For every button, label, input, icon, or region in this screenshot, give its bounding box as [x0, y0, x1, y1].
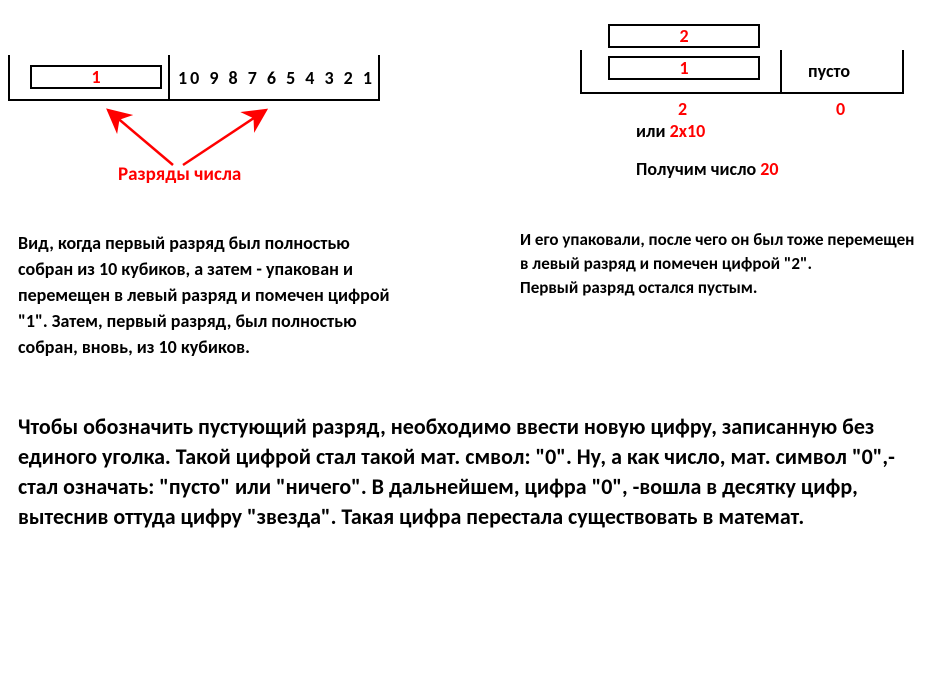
right-paragraph: И его упаковали, после чего он был тоже … [520, 228, 920, 300]
below-left-value: 2 [678, 98, 687, 120]
below-left2: или 2х10 [636, 120, 705, 142]
result-value: 20 [760, 158, 778, 180]
below-right-value: 0 [836, 98, 845, 120]
result-prefix: Получим число [636, 158, 760, 180]
left-paragraph: Вид, когда первый разряд был полностью с… [18, 230, 398, 360]
right-box-top: 2 [608, 24, 760, 48]
vbar [902, 50, 904, 94]
below-left2-prefix: или [636, 120, 670, 142]
right-empty-label: пусто [808, 60, 850, 82]
right-diagram: 2 1 пусто 2 или 2х10 0 Получим число 20 [580, 24, 920, 174]
vbar [580, 50, 582, 94]
hbar [580, 92, 904, 94]
left-caption: Разряды числа [118, 163, 241, 186]
right-box-top-label: 2 [679, 25, 688, 47]
vbar [780, 50, 782, 94]
below-left2-value: 2х10 [670, 120, 706, 142]
right-box-bottom-label: 1 [679, 57, 688, 79]
left-diagram: 1 10 9 8 7 6 5 4 3 2 1 Разряды числа [8, 55, 388, 165]
result-line: Получим число 20 [636, 158, 779, 180]
bottom-paragraph: Чтобы обозначить пустующий разряд, необх… [18, 412, 918, 532]
right-box-bottom: 1 [608, 56, 760, 80]
